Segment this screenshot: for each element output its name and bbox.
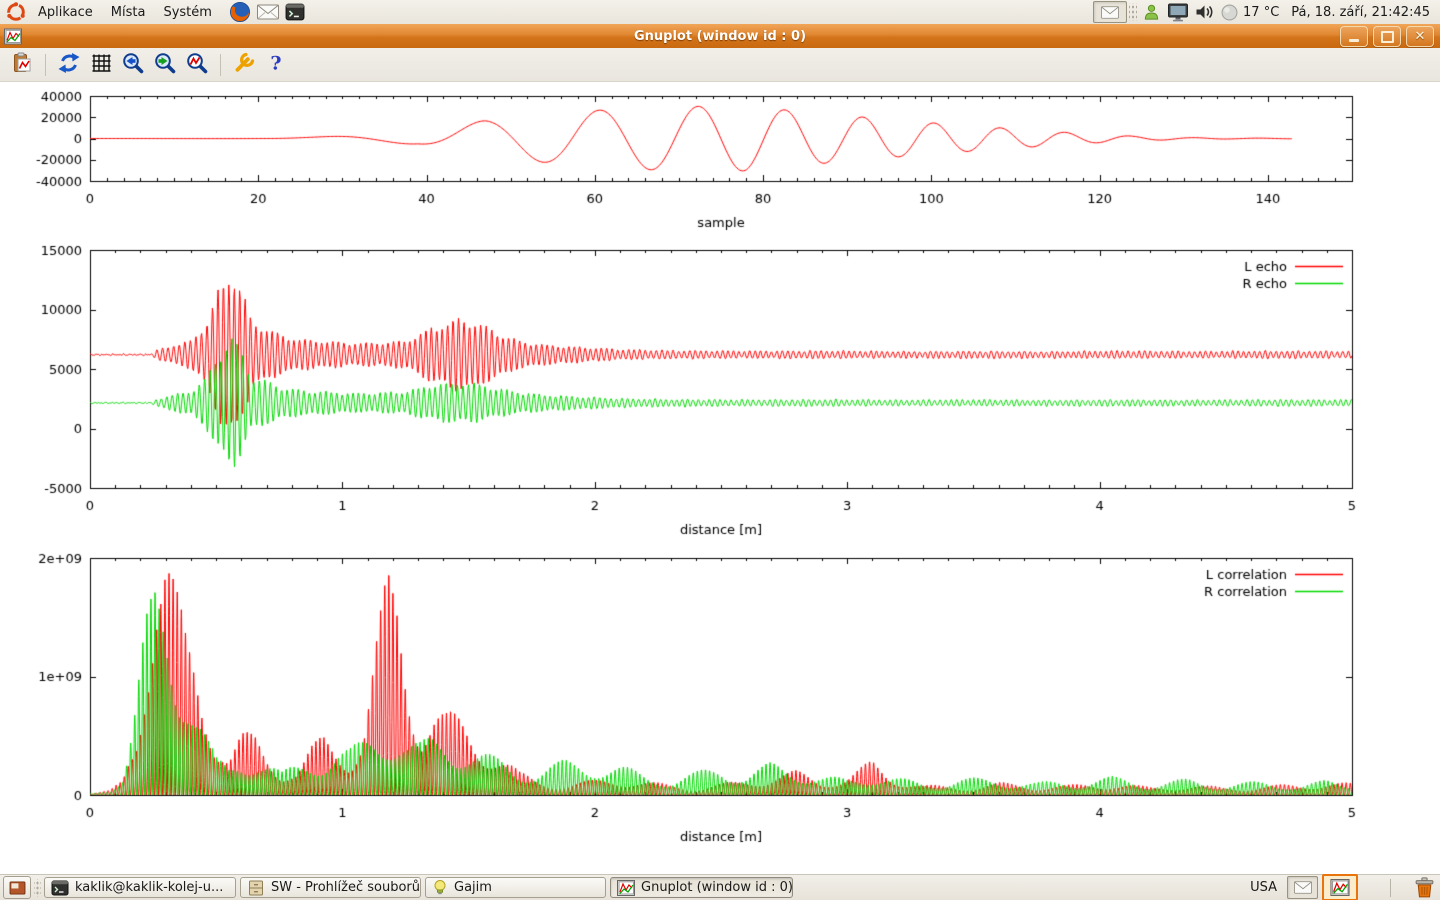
trash-applet[interactable] [1413, 877, 1436, 898]
help-icon: ? [265, 52, 287, 78]
taskbar-window-label: Gajim [454, 880, 492, 895]
tray-mail-notification[interactable] [1287, 876, 1318, 899]
gnuplot-titlebar: Gnuplot (window id : 0) ✕ [0, 24, 1440, 49]
user-status-icon[interactable] [1142, 3, 1161, 22]
copy-button[interactable] [7, 51, 37, 79]
ubuntu-logo-icon[interactable] [6, 2, 26, 22]
zoom-reset-icon [186, 52, 208, 78]
taskbar-window-label: Gnuplot (window id : 0) [641, 880, 793, 895]
weather-icon[interactable] [1221, 4, 1238, 21]
mail-launcher-icon[interactable] [256, 4, 279, 20]
refresh-icon [58, 52, 80, 78]
volume-icon[interactable] [1195, 4, 1215, 20]
zoom-next-icon [154, 52, 176, 78]
clock-applet[interactable]: Pá, 18. září, 21:42:45 [1291, 4, 1430, 20]
tray-mail-button[interactable] [1093, 1, 1128, 23]
firefox-icon[interactable] [229, 1, 251, 23]
panel-handle [1129, 3, 1138, 21]
menu-places[interactable]: Místa [110, 4, 146, 20]
taskbar-window-button[interactable]: Gnuplot (window id : 0) [610, 877, 793, 898]
toolbar-separator [220, 53, 221, 76]
settings-button[interactable] [229, 51, 259, 79]
minimize-button[interactable] [1340, 26, 1368, 47]
menu-system[interactable]: Systém [163, 4, 212, 20]
temperature-label: 17 °C [1243, 4, 1280, 20]
zoom-previous-icon [122, 52, 144, 78]
menu-applications[interactable]: Aplikace [38, 4, 93, 20]
top-panel: Aplikace Místa Systém [0, 0, 1440, 25]
terminal-launcher-icon[interactable] [285, 3, 305, 21]
show-desktop-button[interactable] [3, 876, 31, 899]
zoom-reset-button[interactable] [182, 51, 212, 79]
gnuplot-window-icon[interactable] [4, 28, 22, 45]
keyboard-layout-indicator[interactable]: USA [1250, 880, 1277, 895]
gnuplot-toolbar: ? [0, 48, 1440, 82]
refresh-button[interactable] [54, 51, 84, 79]
terminal-icon [51, 880, 69, 896]
help-button[interactable]: ? [261, 51, 291, 79]
copy-icon [11, 52, 33, 78]
svg-text:?: ? [270, 52, 281, 74]
zoom-next-button[interactable] [150, 51, 180, 79]
gnuplot-plot-area[interactable] [0, 82, 1440, 874]
taskbar-window-button[interactable]: kaklik@kaklik-kolej-u... [44, 877, 236, 898]
taskbar-handle [34, 878, 41, 897]
maximize-button[interactable] [1373, 26, 1401, 47]
taskbar-separator [1390, 878, 1391, 897]
close-button[interactable]: ✕ [1406, 26, 1434, 47]
taskbar-window-button[interactable]: Gajim [425, 877, 606, 898]
tray-gnuplot-notification[interactable] [1322, 874, 1358, 900]
toolbar-separator [45, 53, 46, 76]
settings-icon [233, 52, 255, 78]
grid-icon [90, 52, 112, 78]
gajim-icon [432, 879, 448, 897]
taskbar-window-label: SW - Prohlížeč souborů [271, 880, 421, 895]
window-title: Gnuplot (window id : 0) [633, 28, 807, 44]
display-settings-icon[interactable] [1167, 3, 1189, 22]
taskbar-window-button[interactable]: SW - Prohlížeč souborů [240, 877, 421, 898]
grid-button[interactable] [86, 51, 116, 79]
zoom-previous-button[interactable] [118, 51, 148, 79]
gnuplot-icon [617, 879, 635, 896]
file-manager-icon [247, 880, 265, 896]
taskbar: kaklik@kaklik-kolej-u... SW - Prohlížeč … [0, 874, 1440, 900]
taskbar-window-label: kaklik@kaklik-kolej-u... [75, 880, 224, 895]
